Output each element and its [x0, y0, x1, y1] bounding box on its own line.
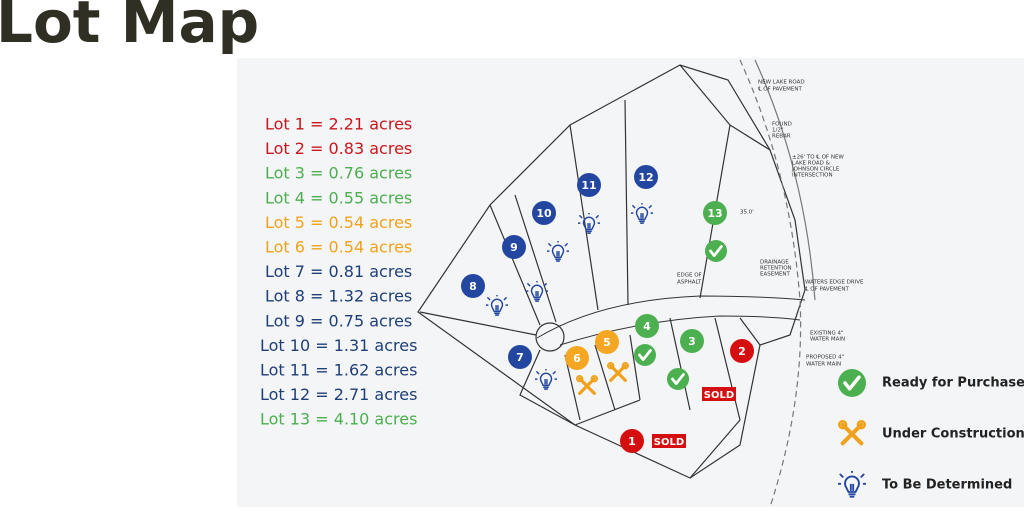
map-annotation: ±26' TO ℄ OF NEW	[792, 154, 844, 161]
map-annotation: EDGE OF	[677, 273, 702, 279]
lot-marker-label: 7	[516, 351, 524, 364]
status-legend: Ready for Purchase Under Construction To B…	[838, 369, 1024, 498]
lot-marker	[730, 339, 754, 363]
map-annotation: WATER MAIN	[806, 362, 841, 368]
lot-marker	[532, 201, 556, 225]
sold-badge-label: SOLD	[704, 390, 734, 401]
lot-marker	[680, 329, 704, 353]
lot-marker-label: 8	[469, 280, 477, 293]
check-icon	[634, 344, 656, 366]
map-annotation: REBAR	[772, 134, 791, 140]
legend-label: Under Construction	[882, 427, 1024, 442]
lot-marker	[595, 330, 619, 354]
map-annotation: 35.0'	[740, 210, 754, 216]
check-icon	[838, 369, 866, 397]
map-annotation: WATERS EDGE DRIVE	[805, 280, 864, 286]
map-annotation: JOHNSON CIRCLE	[791, 167, 840, 173]
lot-marker	[461, 274, 485, 298]
lot-marker-label: 12	[638, 171, 653, 184]
lot-marker	[577, 173, 601, 197]
map-annotation: PROPOSED 4"	[806, 355, 844, 361]
map-annotation: WATER MAIN	[810, 337, 845, 343]
lot-acreage: Lot 4 = 0.55 acres	[265, 188, 412, 207]
legend-label: To Be Determined	[882, 478, 1012, 493]
lot-marker-label: 2	[738, 345, 746, 358]
lot-acreage: Lot 5 = 0.54 acres	[265, 213, 412, 232]
lot-marker-label: 10	[536, 207, 552, 220]
map-annotation: LAKE ROAD &	[792, 161, 831, 167]
lot-acreage: Lot 7 = 0.81 acres	[265, 262, 412, 281]
check-icon	[667, 368, 689, 390]
lot-acreage: Lot 9 = 0.75 acres	[265, 311, 412, 330]
page-title: Lot Map	[0, 0, 259, 56]
lot-acreage: Lot 8 = 1.32 acres	[265, 287, 412, 306]
map-annotation: INTERSECTION	[792, 173, 833, 179]
lot-marker-label: 3	[688, 335, 696, 348]
lot-marker	[502, 235, 526, 259]
map-annotation: EXISTING 4"	[810, 331, 844, 337]
map-annotations: NEW LAKE ROAD℄ OF PAVEMENTFOUND1/2"REBAR…	[677, 80, 864, 368]
lot-acreage: Lot 12 = 2.71 acres	[260, 385, 417, 404]
sold-badge	[702, 387, 736, 401]
lot-acreage: Lot 11 = 1.62 acres	[260, 361, 417, 380]
map-annotation: RETENTION	[760, 266, 792, 272]
lot-acreage: Lot 13 = 4.10 acres	[260, 410, 417, 429]
map-annotation: FOUND	[772, 122, 792, 128]
legend-label: Ready for Purchase	[882, 376, 1024, 391]
map-annotation: DRAINAGE	[760, 260, 789, 266]
lot-acreage: Lot 6 = 0.54 acres	[265, 238, 412, 257]
map-annotation: 1/2"	[772, 128, 783, 134]
lot-marker	[635, 314, 659, 338]
map-annotation: EASEMENT	[760, 272, 791, 278]
lot-acreage: Lot 3 = 0.76 acres	[265, 164, 412, 183]
lot-marker	[634, 165, 658, 189]
lot-marker-label: 9	[510, 241, 518, 254]
lot-acreage: Lot 2 = 0.83 acres	[265, 139, 412, 158]
lot-marker-label: 1	[628, 435, 636, 448]
lot-marker	[565, 346, 589, 370]
lot-acreage: Lot 1 = 2.21 acres	[265, 115, 412, 134]
lot-acreage: Lot 10 = 1.31 acres	[260, 336, 417, 355]
lot-marker-label: 4	[643, 320, 651, 333]
lot-marker	[508, 345, 532, 369]
lot-marker	[703, 201, 727, 225]
lot-marker-label: 6	[573, 352, 581, 365]
lot-marker-label: 13	[707, 207, 722, 220]
map-annotation: ℄ OF PAVEMENT	[805, 286, 849, 293]
lot-marker-label: 11	[581, 179, 596, 192]
map-annotation: ℄ OF PAVEMENT	[758, 86, 802, 93]
sold-badge	[652, 434, 686, 448]
map-annotation: NEW LAKE ROAD	[758, 80, 805, 86]
lot-acreage-list: Lot 1 = 2.21 acres Lot 2 = 0.83 acres Lot …	[260, 115, 417, 429]
map-annotation: ASPHALT	[677, 280, 702, 286]
lot-marker-label: 5	[603, 336, 611, 349]
check-icon	[705, 240, 727, 262]
lot-marker	[620, 429, 644, 453]
sold-badge-label: SOLD	[654, 437, 684, 448]
